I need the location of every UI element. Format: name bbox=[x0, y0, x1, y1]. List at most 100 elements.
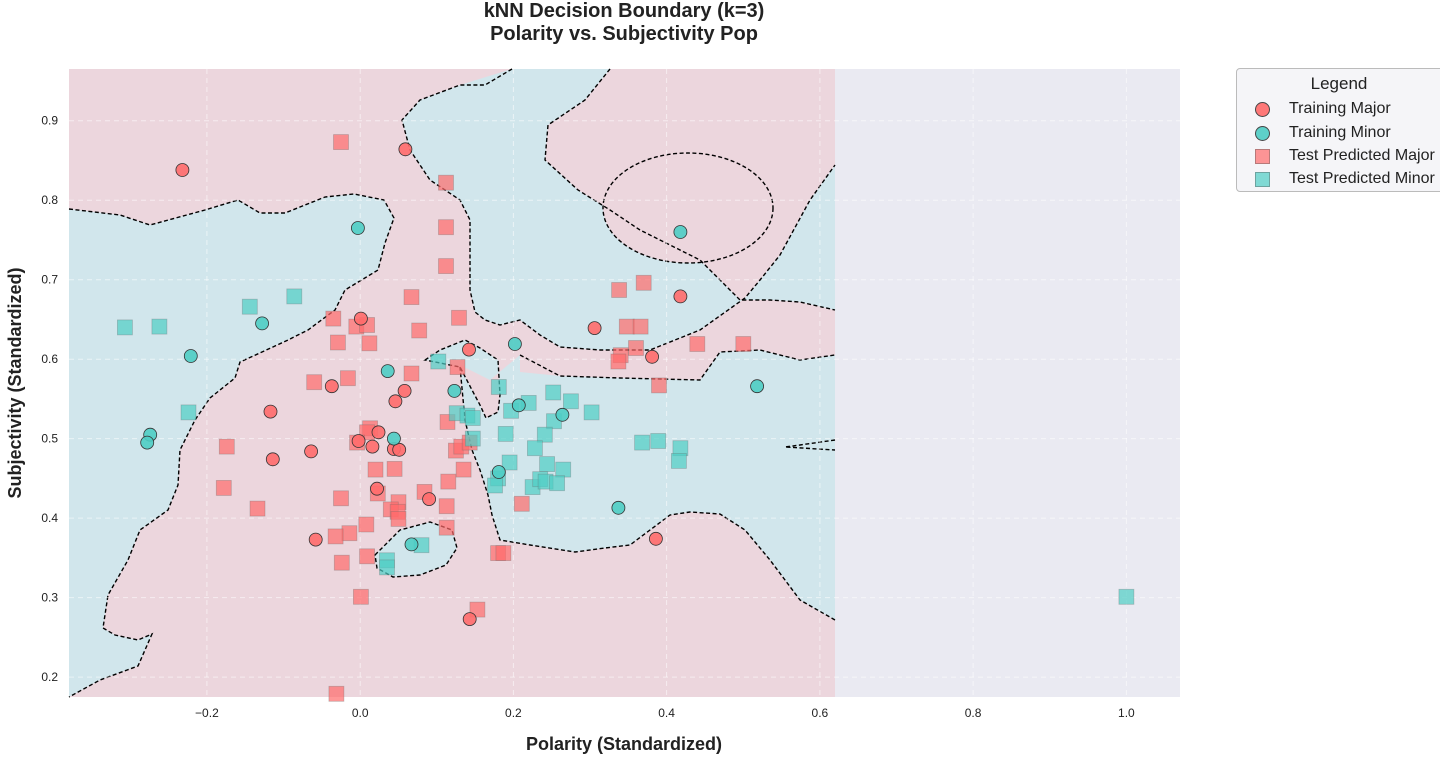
point-test-predicted-major bbox=[651, 377, 667, 394]
point-test-predicted-major bbox=[339, 370, 356, 387]
point-test-predicted-major bbox=[367, 461, 384, 478]
point-test-predicted-major bbox=[361, 335, 378, 352]
point-test-predicted-major bbox=[327, 528, 344, 545]
x-tick-labels: −0.2 0.0 0.2 0.4 0.6 0.8 1.0 bbox=[195, 706, 1135, 720]
x-tick-label: 0.8 bbox=[965, 706, 982, 720]
point-training-major bbox=[265, 452, 280, 467]
point-test-predicted-minor bbox=[117, 319, 133, 336]
x-tick-label: 0.2 bbox=[505, 706, 522, 720]
point-training-major bbox=[392, 442, 407, 457]
point-training-minor bbox=[183, 349, 198, 363]
legend-label-training-minor: Training Minor bbox=[1289, 124, 1391, 141]
point-training-major bbox=[398, 142, 413, 157]
point-test-predicted-minor bbox=[180, 404, 197, 421]
point-test-predicted-minor bbox=[671, 452, 687, 469]
x-tick-label: 0.4 bbox=[658, 706, 675, 720]
point-test-predicted-minor bbox=[555, 461, 572, 478]
point-test-predicted-major bbox=[329, 334, 346, 351]
point-training-major bbox=[370, 481, 384, 496]
point-training-major bbox=[388, 394, 403, 409]
boundary-small-loop bbox=[423, 339, 501, 419]
point-test-predicted-major bbox=[610, 353, 627, 370]
point-training-minor bbox=[555, 407, 570, 422]
x-tick-label: −0.2 bbox=[195, 706, 219, 720]
point-test-predicted-major bbox=[215, 479, 232, 496]
point-training-major bbox=[649, 531, 663, 546]
point-test-predicted-major bbox=[618, 318, 635, 335]
y-tick-label: 0.9 bbox=[41, 114, 58, 128]
point-test-predicted-minor bbox=[490, 379, 507, 395]
y-axis-label: Subjectivity (Standardized) bbox=[5, 267, 25, 498]
legend-marker-training-major bbox=[1255, 102, 1270, 117]
point-training-minor bbox=[511, 398, 526, 413]
point-training-minor bbox=[255, 316, 270, 331]
y-tick-labels: 0.2 0.3 0.4 0.5 0.6 0.7 0.8 0.9 bbox=[41, 114, 58, 684]
x-tick-label: 0.0 bbox=[352, 706, 369, 720]
point-training-major bbox=[587, 321, 602, 336]
point-training-minor bbox=[491, 465, 506, 479]
boundary-line-top-left bbox=[544, 68, 836, 311]
y-tick-label: 0.2 bbox=[41, 670, 58, 684]
point-training-major bbox=[308, 532, 323, 547]
point-test-predicted-minor bbox=[501, 454, 518, 471]
point-test-predicted-major bbox=[440, 473, 457, 490]
point-training-major bbox=[365, 439, 380, 454]
point-test-predicted-minor bbox=[563, 393, 579, 410]
point-training-minor bbox=[750, 379, 764, 394]
point-test-predicted-major bbox=[689, 336, 706, 352]
point-training-major bbox=[351, 434, 366, 448]
point-training-major bbox=[175, 163, 190, 177]
point-training-minor bbox=[508, 337, 522, 351]
legend: Legend Training Major Training Minor Tes… bbox=[1236, 68, 1440, 192]
point-test-predicted-major bbox=[632, 318, 649, 335]
point-training-major bbox=[462, 612, 477, 626]
point-test-predicted-major bbox=[451, 309, 467, 326]
point-training-minor bbox=[140, 435, 155, 450]
legend-title: Legend bbox=[1310, 74, 1368, 93]
point-test-predicted-minor bbox=[487, 477, 503, 494]
point-training-major bbox=[263, 404, 278, 419]
point-training-major bbox=[673, 289, 688, 304]
point-test-predicted-major bbox=[333, 554, 350, 571]
data-points bbox=[117, 134, 1135, 702]
point-test-predicted-major bbox=[628, 340, 644, 356]
boundary-line-bottom bbox=[459, 366, 836, 621]
point-test-predicted-major bbox=[438, 219, 454, 236]
point-test-predicted-major bbox=[218, 438, 235, 455]
point-test-predicted-minor bbox=[241, 298, 258, 315]
point-test-predicted-major bbox=[513, 495, 530, 512]
point-test-predicted-major bbox=[469, 601, 486, 618]
y-tick-label: 0.4 bbox=[41, 511, 58, 525]
point-test-predicted-major bbox=[333, 134, 349, 151]
point-test-predicted-minor bbox=[634, 434, 650, 451]
boundary-line-top bbox=[401, 68, 836, 351]
point-test-predicted-major bbox=[386, 460, 403, 477]
point-test-predicted-minor bbox=[464, 410, 481, 426]
chart-title: kNN Decision Boundary (k=3) Polarity vs.… bbox=[324, 0, 924, 46]
point-test-predicted-major bbox=[411, 322, 428, 339]
point-test-predicted-minor bbox=[527, 440, 543, 457]
point-test-predicted-major bbox=[359, 548, 376, 565]
point-test-predicted-minor bbox=[464, 430, 481, 447]
legend-marker-test-major bbox=[1255, 149, 1270, 164]
point-test-predicted-minor bbox=[286, 288, 303, 305]
region-major-ellipse bbox=[603, 153, 773, 263]
point-training-major bbox=[462, 342, 476, 357]
y-tick-label: 0.8 bbox=[41, 193, 58, 207]
point-test-predicted-minor bbox=[539, 456, 555, 473]
point-training-major bbox=[645, 349, 659, 364]
boundary-line-notch bbox=[784, 439, 836, 451]
point-test-predicted-major bbox=[438, 519, 455, 536]
point-test-predicted-major bbox=[403, 365, 420, 382]
point-test-predicted-major bbox=[735, 336, 752, 352]
point-test-predicted-minor bbox=[1118, 588, 1135, 605]
decision-boundaries bbox=[68, 68, 836, 698]
point-training-minor bbox=[404, 537, 419, 552]
y-tick-label: 0.3 bbox=[41, 591, 58, 605]
point-test-predicted-major bbox=[611, 282, 627, 298]
boundary-line-center bbox=[519, 349, 836, 381]
legend-label-training-major: Training Major bbox=[1289, 100, 1391, 117]
x-tick-label: 1.0 bbox=[1118, 706, 1135, 720]
chart-title-line1: kNN Decision Boundary (k=3) bbox=[483, 0, 765, 22]
